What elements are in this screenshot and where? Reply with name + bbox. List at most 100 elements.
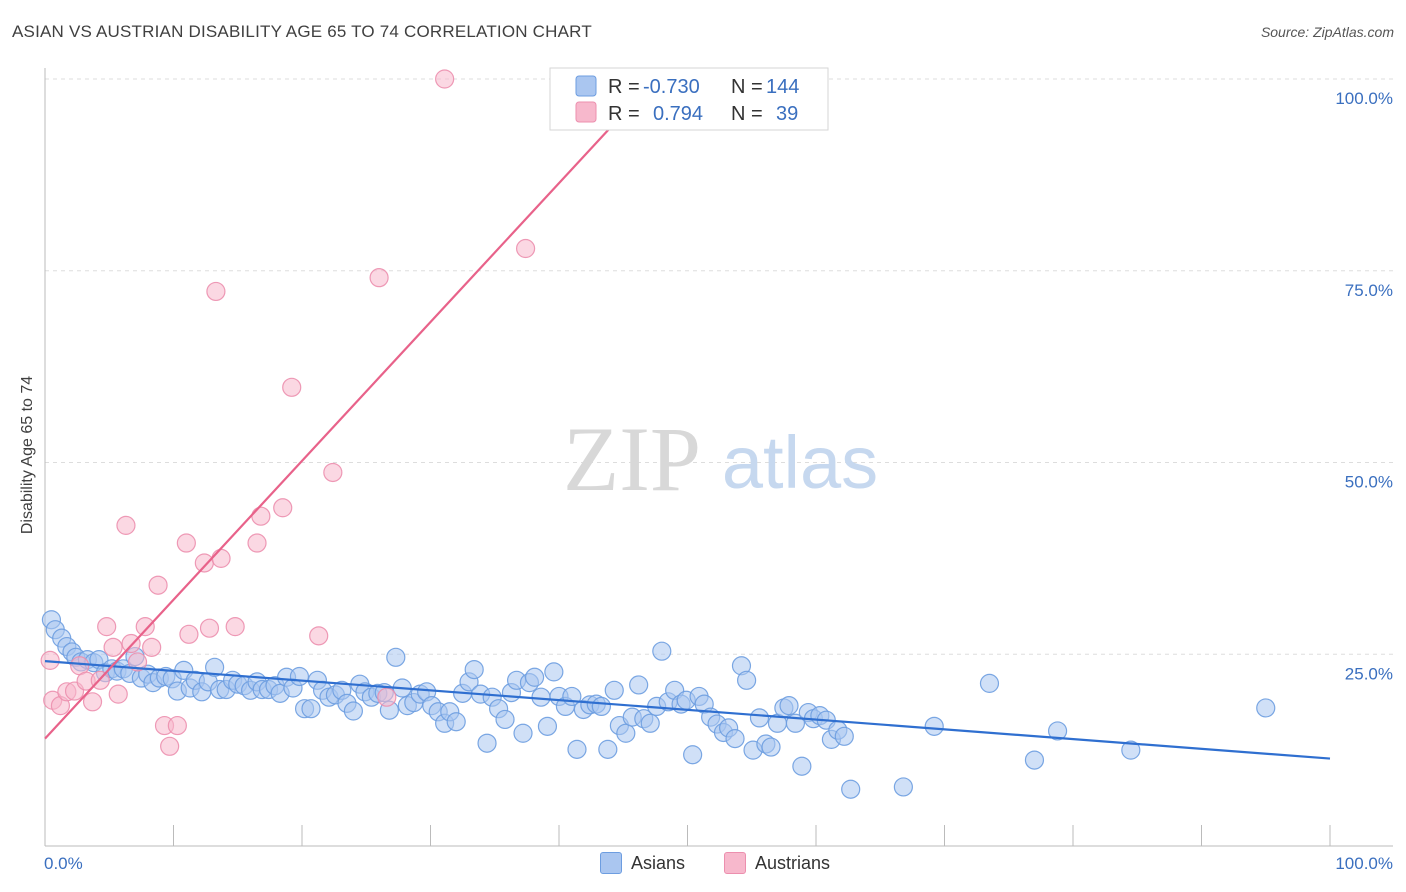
austrian-point (194, 553, 214, 573)
austrian-r-label: R = (608, 103, 640, 125)
austrian-r-value: 0.794 (653, 103, 703, 125)
asian-point (979, 673, 1000, 693)
asian-point (629, 675, 649, 695)
asian-point (761, 737, 781, 757)
trendlines (44, 78, 1331, 760)
austrian-point (40, 650, 60, 670)
asian-point (683, 745, 703, 765)
bottom-legend: Asians Austrians (0, 850, 1406, 878)
asian-point (513, 723, 533, 743)
asian-point (924, 716, 944, 736)
y-tick-label-75: 75.0% (1345, 281, 1393, 300)
austrian-point (135, 617, 155, 637)
austrian-point (369, 268, 389, 288)
chart-title: ASIAN VS AUSTRIAN DISABILITY AGE 65 TO 7… (12, 22, 592, 41)
asian-point (343, 701, 363, 721)
asians-legend-label: Asians (631, 852, 686, 873)
austrian-point (309, 626, 329, 646)
watermark-atlas: atlas (722, 421, 878, 504)
austrian-point (160, 736, 180, 756)
asian-point (567, 739, 587, 759)
watermark: ZIP atlas (563, 408, 878, 510)
austrian-point (247, 533, 267, 553)
asian-point (1047, 721, 1068, 741)
austrian-point (199, 618, 220, 638)
asian-point (477, 733, 497, 753)
asian-point (616, 723, 636, 743)
x-tick-label-100: 100.0% (1335, 854, 1393, 873)
austrians-swatch (724, 852, 746, 874)
asian-points (41, 610, 1276, 799)
austrian-point (179, 624, 199, 644)
asian-point (598, 739, 618, 759)
y-tick-label-50: 50.0% (1345, 473, 1393, 492)
asian-point (524, 667, 545, 687)
austrian-point (211, 548, 231, 568)
asian-point (1024, 750, 1045, 770)
asian-point (779, 696, 799, 716)
legend-item-asians[interactable]: Asians (600, 852, 685, 874)
austrian-n-value: 39 (776, 103, 798, 125)
austrian-point (167, 715, 187, 736)
austrian-point (251, 506, 271, 526)
asian-point (537, 716, 558, 736)
watermark-zip: ZIP (563, 408, 701, 510)
austrian-point (435, 69, 455, 89)
austrian-point (82, 692, 103, 712)
austrians-legend-label: Austrians (755, 852, 831, 873)
asian-point (301, 699, 321, 719)
axes (44, 68, 1393, 847)
asian-point (725, 729, 745, 749)
asian-point (834, 726, 854, 746)
austrian-point (148, 575, 168, 595)
austrian-point (97, 617, 117, 637)
gridlines (45, 78, 1393, 655)
x-tick-label-0: 0.0% (44, 854, 83, 873)
y-tick-label-25: 25.0% (1345, 664, 1393, 683)
austrian-point (121, 633, 141, 654)
y-tick-label-100: 100.0% (1335, 89, 1393, 108)
tick-labels: 25.0% 50.0% 75.0% 100.0% 0.0% 100.0% (44, 89, 1393, 873)
austrian-point (108, 684, 128, 704)
asian-point (652, 641, 672, 661)
legend-item-austrians[interactable]: Austrians (724, 852, 830, 874)
asian-point (544, 662, 564, 682)
stats-legend: R = -0.730 N = 144 R = 0.794 N = 39 (549, 67, 829, 131)
asian-r-value: -0.730 (643, 76, 700, 98)
asian-point (446, 712, 466, 732)
austrian-point (282, 377, 302, 397)
austrian-point (515, 238, 536, 259)
asians-swatch (600, 852, 622, 874)
austrian-point (176, 533, 196, 553)
austrian-point (103, 637, 123, 657)
asian-point (841, 779, 861, 799)
austrian-point (127, 652, 148, 672)
asian-point (749, 708, 770, 728)
asian-legend-swatch (575, 75, 597, 97)
austrian-point (273, 498, 293, 518)
asian-point (737, 670, 757, 690)
asian-point (386, 647, 406, 667)
austrian-point (323, 462, 343, 483)
austrian-point (225, 617, 245, 637)
asian-trendline (44, 660, 1331, 760)
austrian-point (142, 637, 162, 657)
asian-n-label: N = (731, 76, 763, 98)
asian-r-label: R = (608, 76, 640, 98)
austrian-trendline (44, 78, 657, 740)
austrian-legend-swatch (575, 101, 597, 123)
austrian-point (377, 687, 397, 707)
asian-point (1256, 698, 1276, 718)
asian-point (495, 709, 515, 730)
asian-point (289, 666, 310, 687)
asian-n-value: 144 (766, 76, 799, 98)
asian-point (604, 680, 624, 700)
austrian-n-label: N = (731, 103, 763, 125)
austrian-point (206, 281, 226, 302)
asian-point (591, 696, 612, 717)
asian-point (1121, 740, 1141, 760)
asian-point (205, 657, 225, 677)
source-label: Source: ZipAtlas.com (1260, 24, 1394, 40)
asian-point (792, 756, 812, 776)
